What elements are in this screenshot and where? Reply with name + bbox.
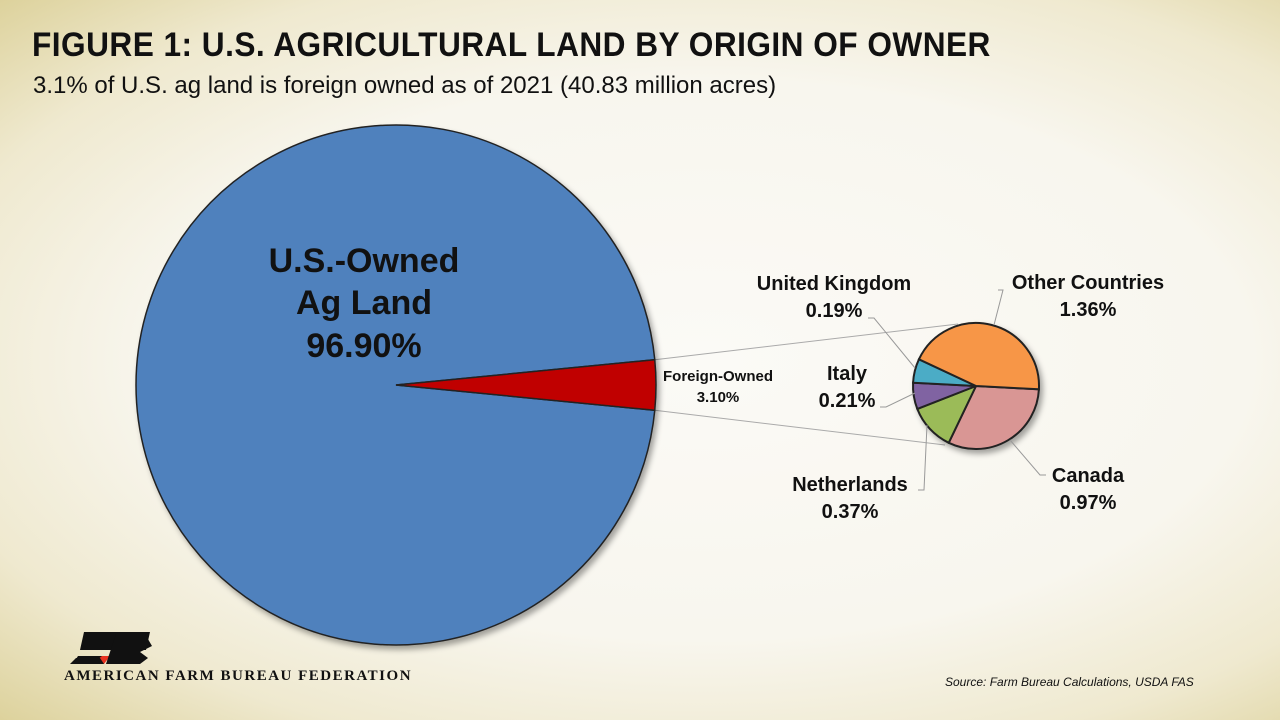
- leader-canada: [1009, 439, 1046, 476]
- leader-other-countries: [993, 289, 1004, 326]
- label-netherlands-value: 0.37%: [822, 501, 879, 523]
- connector-line-top: [654, 323, 959, 361]
- slice-canada: [947, 384, 1040, 450]
- connector-line-bottom: [654, 409, 946, 446]
- label-us-owned-line2: Ag Land: [296, 284, 432, 322]
- slice-other-countries: [917, 322, 1040, 391]
- label-foreign-owned: Foreign-Owned: [663, 368, 773, 385]
- chart-subtitle: 3.1% of U.S. ag land is foreign owned as…: [33, 72, 777, 99]
- label-canada-value: 0.97%: [1060, 492, 1117, 514]
- source-note: Source: Farm Bureau Calculations, USDA F…: [945, 675, 1194, 689]
- slice-us-owned: [135, 124, 656, 646]
- afbf-logo-text: AMERICAN FARM BUREAU FEDERATION: [64, 668, 413, 684]
- leader-netherlands: [918, 424, 928, 491]
- afbf-logo-mark: [70, 632, 152, 664]
- label-foreign-owned-value: 3.10%: [697, 389, 740, 406]
- label-italy: Italy: [827, 363, 868, 385]
- label-united-kingdom-value: 0.19%: [806, 300, 863, 322]
- label-us-owned-value: 96.90%: [306, 327, 421, 365]
- label-netherlands: Netherlands: [792, 474, 908, 496]
- label-italy-value: 0.21%: [819, 390, 876, 412]
- leader-italy: [880, 392, 916, 408]
- label-us-owned-line1: U.S.-Owned: [269, 242, 460, 280]
- label-canada: Canada: [1052, 465, 1125, 487]
- leader-united-kingdom: [868, 317, 916, 369]
- chart-title: FIGURE 1: U.S. AGRICULTURAL LAND BY ORIG…: [32, 26, 991, 64]
- label-other-countries: Other Countries: [1012, 272, 1164, 294]
- slice-foreign-owned: [395, 358, 657, 412]
- label-other-countries-value: 1.36%: [1060, 299, 1117, 321]
- label-united-kingdom: United Kingdom: [757, 273, 911, 295]
